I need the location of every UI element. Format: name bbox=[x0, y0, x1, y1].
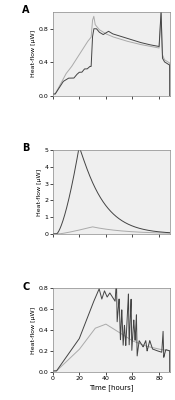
Text: B: B bbox=[22, 144, 29, 154]
X-axis label: Time [hours]: Time [hours] bbox=[89, 384, 133, 391]
Y-axis label: Heat-flow [μW]: Heat-flow [μW] bbox=[31, 306, 36, 354]
Text: A: A bbox=[22, 5, 30, 15]
Text: C: C bbox=[22, 282, 29, 292]
Y-axis label: Heat-flow [μW]: Heat-flow [μW] bbox=[31, 30, 36, 78]
Y-axis label: Heat-flow [μW]: Heat-flow [μW] bbox=[37, 168, 41, 216]
